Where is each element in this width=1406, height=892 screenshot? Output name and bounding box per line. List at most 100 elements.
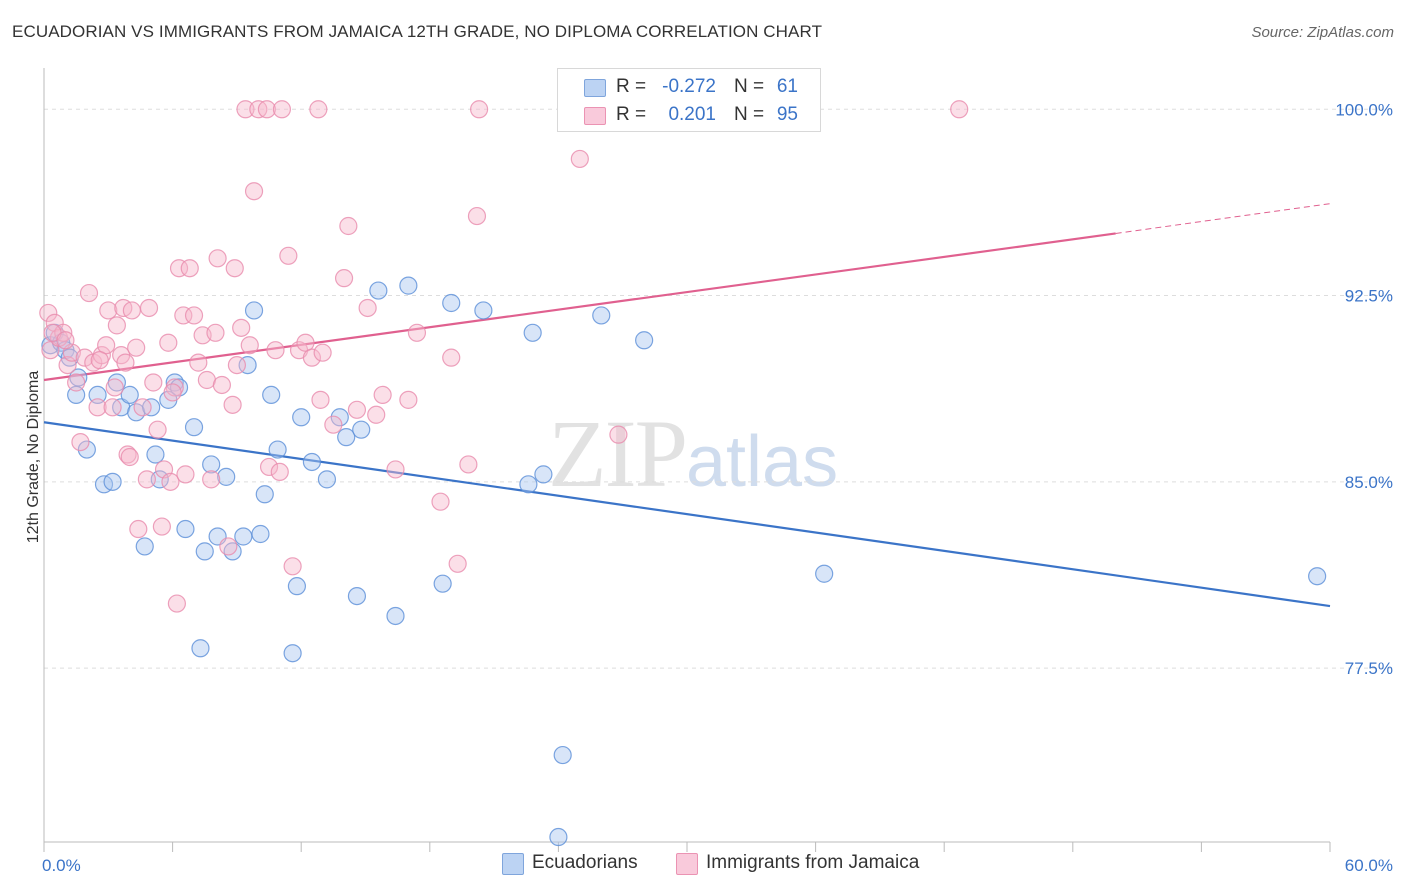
jamaica-point xyxy=(120,447,139,467)
y-tick-label: 85.0% xyxy=(1345,473,1393,492)
jamaica-point xyxy=(41,341,60,360)
chart-title: ECUADORIAN VS IMMIGRANTS FROM JAMAICA 12… xyxy=(12,22,823,41)
ecuadorian-point xyxy=(120,385,139,405)
ecuadorian-point xyxy=(292,408,311,427)
jamaica-point xyxy=(283,557,302,576)
ecuadorian-point xyxy=(347,586,367,606)
jamaica-point xyxy=(407,323,427,342)
jamaica-point xyxy=(219,537,238,556)
jamaica-point xyxy=(88,398,107,417)
jamaica-point xyxy=(347,400,367,419)
trend-line-jamaica-extension xyxy=(1115,203,1331,234)
ecuadorian-point xyxy=(553,745,572,765)
jamaica-point xyxy=(99,301,118,320)
y-axis-label: 12th Grade, No Diploma xyxy=(25,371,42,544)
legend-row-jamaica: R = 0.201 N = 95 xyxy=(558,101,820,129)
ecuadorian-point xyxy=(234,527,253,546)
ecuadorian-point xyxy=(176,519,195,539)
ecuadorian-point xyxy=(238,355,257,375)
tick-labels: 77.5% 85.0% 92.5% 100.0% 0.0% 60.0% xyxy=(42,100,1393,875)
ecuadorian-point xyxy=(184,418,204,437)
ecuadorian-point xyxy=(88,385,107,405)
jamaica-point xyxy=(240,336,259,355)
ecuadorian-point xyxy=(262,385,281,405)
jamaica-point xyxy=(311,390,330,409)
jamaica-point xyxy=(302,348,322,367)
watermark-zip: ZIP xyxy=(548,400,688,507)
ecuadorian-point xyxy=(534,465,553,484)
jamaica-point xyxy=(367,405,386,424)
ecuadorian-point xyxy=(202,455,221,474)
jamaica-point xyxy=(67,373,86,392)
jamaica-point xyxy=(105,378,124,397)
legend-swatch-blue xyxy=(502,853,524,875)
ecuadorian-point xyxy=(268,440,287,459)
legend-r-value: -0.272 xyxy=(662,76,716,97)
ecuadorian-point xyxy=(317,470,337,489)
jamaica-point xyxy=(950,100,969,119)
legend-r-label: R = xyxy=(616,104,647,125)
ecuadorian-point xyxy=(523,323,542,342)
jamaica-point xyxy=(467,206,487,226)
jamaica-point xyxy=(431,492,450,511)
legend-r-label: R = xyxy=(616,76,647,97)
jamaica-point xyxy=(232,318,251,337)
legend-row-ecuadorians: R = -0.272 N = 61 xyxy=(558,73,820,101)
series-jamaica xyxy=(39,100,969,613)
ecuadorian-point xyxy=(337,428,356,447)
jamaica-point xyxy=(373,385,392,405)
trend-lines xyxy=(43,203,1331,608)
jamaica-point xyxy=(71,432,90,452)
jamaica-point xyxy=(184,306,204,325)
legend-swatch-pink xyxy=(584,107,606,125)
ecuadorian-point xyxy=(592,306,611,325)
ecuadorian-point xyxy=(77,440,96,459)
legend-n-label: N = xyxy=(734,76,765,97)
jamaica-point xyxy=(161,472,180,491)
jamaica-point xyxy=(227,355,246,375)
ecuadorian-point xyxy=(399,276,418,295)
ecuadorian-point xyxy=(146,445,165,464)
jamaica-point xyxy=(90,351,109,370)
ecuadorian-point xyxy=(369,281,388,300)
jamaica-point xyxy=(169,259,189,278)
jamaica-point xyxy=(442,348,461,367)
jamaica-point xyxy=(206,323,225,342)
jamaica-point xyxy=(358,298,377,318)
series-ecuadorians xyxy=(41,276,1327,847)
ecuadorian-point xyxy=(287,577,307,596)
jamaica-point xyxy=(313,343,332,362)
jamaica-point xyxy=(54,323,73,342)
source-label[interactable]: Source: ZipAtlas.com xyxy=(1251,24,1394,41)
jamaica-point xyxy=(339,216,358,236)
jamaica-point xyxy=(139,298,159,318)
ecuadorian-point xyxy=(67,385,86,405)
ecuadorian-point xyxy=(251,524,270,544)
jamaica-point xyxy=(103,398,122,417)
jamaica-point xyxy=(189,353,208,372)
ecuadorian-point xyxy=(474,301,493,320)
jamaica-point xyxy=(309,100,328,119)
ecuadorian-point xyxy=(386,606,405,626)
ecuadorian-point xyxy=(191,639,210,658)
jamaica-point xyxy=(399,390,418,409)
ecuadorian-point xyxy=(302,452,322,472)
jamaica-point xyxy=(174,306,193,325)
ecuadorian-point xyxy=(815,564,834,583)
ecuadorian-point xyxy=(352,420,371,439)
jamaica-point xyxy=(79,283,99,303)
jamaica-point xyxy=(129,519,148,539)
ecuadorian-point xyxy=(330,408,349,427)
legend-n-value: 61 xyxy=(776,76,798,97)
jamaica-point xyxy=(202,470,221,489)
axes xyxy=(43,68,1331,852)
ecuadorian-point xyxy=(150,470,169,489)
jamaica-point xyxy=(324,415,343,434)
jamaica-point xyxy=(386,460,405,479)
ecuadorian-point xyxy=(635,331,654,350)
trend-line-ecuadorians xyxy=(43,421,1331,608)
ecuadorian-point xyxy=(135,537,154,556)
legend-swatch-pink xyxy=(676,853,698,875)
y-tick-label: 100.0% xyxy=(1335,100,1393,119)
